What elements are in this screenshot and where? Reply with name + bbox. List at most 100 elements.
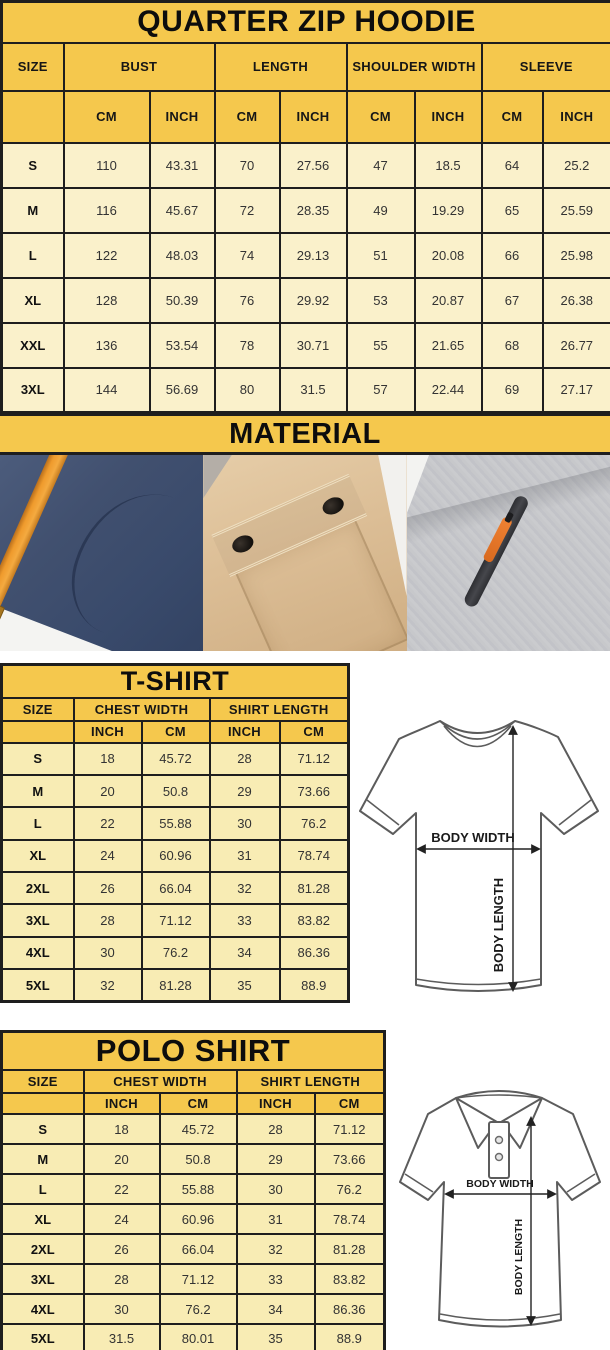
polo-value-cell: 71.12 (158, 1263, 238, 1295)
polo-size-table-section: POLO SHIRT SIZE CHEST WIDTH SHIRT LENGTH INC… (0, 1030, 387, 1350)
tshirt-table-row: 4XL 30 76.2 34 86.36 (0, 935, 350, 971)
cuff-seam (566, 1173, 596, 1193)
polo-value-cell: 66.04 (158, 1233, 238, 1265)
hoodie-size-cell: XXL (0, 321, 65, 369)
polo-value-cell: 22 (82, 1173, 161, 1205)
cuff-seam (366, 799, 400, 826)
hoodie-value-cell: 116 (62, 186, 151, 234)
hoodie-unit-header: INCH (413, 89, 483, 144)
hoodie-value-cell: 65 (480, 186, 544, 234)
hoodie-unit-header-row: CM INCH CM INCH CM INCH CM INCH (0, 89, 610, 144)
hoodie-group-header: LENGTH (213, 41, 348, 92)
hoodie-size-column-header: SIZE (0, 41, 65, 92)
material-photo-navy-drawstring (0, 455, 204, 651)
hoodie-unit-header: INCH (541, 89, 610, 144)
polo-value-cell: 60.96 (158, 1203, 238, 1235)
polo-value-cell: 86.36 (313, 1293, 386, 1325)
tshirt-value-cell: 24 (72, 838, 143, 874)
tshirt-value-cell: 76.2 (140, 935, 211, 971)
hoodie-value-cell: 19.29 (413, 186, 483, 234)
tshirt-value-cell: 71.12 (278, 741, 350, 777)
hoodie-value-cell: 72 (213, 186, 281, 234)
material-photos (0, 455, 610, 651)
hoodie-value-cell: 67 (480, 276, 544, 324)
tshirt-unit-header: CM (140, 719, 211, 744)
hoodie-value-cell: 76 (213, 276, 281, 324)
polo-size-cell: S (0, 1113, 85, 1145)
tshirt-value-cell: 31 (208, 838, 281, 874)
polo-table-row: 2XL 26 66.04 32 81.28 (0, 1233, 386, 1265)
material-banner: MATERIAL (0, 413, 610, 455)
hoodie-value-cell: 122 (62, 231, 151, 279)
hoodie-unit-header: INCH (148, 89, 216, 144)
polo-table-row: XL 24 60.96 31 78.74 (0, 1203, 386, 1235)
tshirt-value-cell: 35 (208, 968, 281, 1003)
hoodie-table-title: QUARTER ZIP HOODIE (0, 0, 610, 44)
hoodie-value-cell: 51 (345, 231, 416, 279)
polo-size-cell: XL (0, 1203, 85, 1235)
hoodie-size-cell: 3XL (0, 366, 65, 414)
hoodie-value-cell: 136 (62, 321, 151, 369)
tshirt-size-table-section: T-SHIRT SIZE CHEST WIDTH SHIRT LENGTH INCH CM… (0, 663, 351, 1003)
hoodie-empty-header-cell (0, 89, 65, 144)
polo-measurement-diagram: BODY WIDTH BODY LENGTH (399, 1090, 601, 1328)
polo-table-row: 4XL 30 76.2 34 86.36 (0, 1293, 386, 1325)
tshirt-value-cell: 28 (72, 903, 143, 938)
polo-size-cell: 4XL (0, 1293, 85, 1325)
polo-unit-header-row: INCH CM INCH CM (0, 1092, 386, 1115)
polo-size-cell: 5XL (0, 1323, 85, 1350)
polo-value-cell: 76.2 (158, 1293, 238, 1325)
tshirt-value-cell: 30 (208, 806, 281, 841)
polo-size-cell: M (0, 1143, 85, 1175)
hoodie-size-chart: QUARTER ZIP HOODIE SIZE BUST LENGTH SHOULDER… (0, 0, 610, 414)
hoodie-value-cell: 21.65 (413, 321, 483, 369)
tshirt-unit-header: INCH (72, 719, 143, 744)
hoodie-size-cell: XL (0, 276, 65, 324)
tshirt-table-row: 2XL 26 66.04 32 81.28 (0, 871, 350, 906)
body-width-label: BODY WIDTH (466, 1178, 533, 1190)
hoodie-table-row: 3XL 144 56.69 80 31.5 57 22.44 69 27.17 (0, 366, 610, 414)
pocket-seam (57, 474, 204, 651)
polo-size-cell: 2XL (0, 1233, 85, 1265)
polo-size-chart: POLO SHIRT SIZE CHEST WIDTH SHIRT LENGTH INC… (0, 1030, 387, 1350)
hoodie-table-row: M 116 45.67 72 28.35 49 19.29 65 25.59 (0, 186, 610, 234)
tshirt-size-cell: L (0, 806, 75, 841)
tshirt-size-cell: XL (0, 838, 75, 874)
hoodie-value-cell: 26.77 (541, 321, 610, 369)
hoodie-size-cell: L (0, 231, 65, 279)
hoodie-value-cell: 55 (345, 321, 416, 369)
hoodie-value-cell: 25.59 (541, 186, 610, 234)
polo-empty-header-cell (0, 1092, 85, 1115)
tshirt-value-cell: 26 (72, 871, 143, 906)
tshirt-value-cell: 83.82 (278, 903, 350, 938)
polo-table-title: POLO SHIRT (0, 1030, 386, 1071)
hoodie-value-cell: 20.87 (413, 276, 483, 324)
tshirt-table-row: 5XL 32 81.28 35 88.9 (0, 968, 350, 1003)
hoodie-value-cell: 22.44 (413, 366, 483, 414)
cargo-pocket (203, 455, 407, 651)
hoodie-value-cell: 28.35 (278, 186, 348, 234)
polo-value-cell: 18 (82, 1113, 161, 1145)
polo-group-header: SHIRT LENGTH (235, 1069, 386, 1094)
hoodie-value-cell: 64 (480, 141, 544, 189)
polo-table-row: 5XL 31.5 80.01 35 88.9 (0, 1323, 386, 1350)
tshirt-unit-header: CM (278, 719, 350, 744)
tshirt-unit-header: INCH (208, 719, 281, 744)
polo-value-cell: 81.28 (313, 1233, 386, 1265)
hoodie-value-cell: 25.98 (541, 231, 610, 279)
tshirt-size-cell: M (0, 774, 75, 809)
polo-value-cell: 80.01 (158, 1323, 238, 1350)
hoodie-value-cell: 78 (213, 321, 281, 369)
tshirt-table-row: L 22 55.88 30 76.2 (0, 806, 350, 841)
polo-table-row: S 18 45.72 28 71.12 (0, 1113, 386, 1145)
collar-left-flap (455, 1097, 498, 1149)
tshirt-empty-header-cell (0, 719, 75, 744)
polo-group-header: CHEST WIDTH (82, 1069, 238, 1094)
polo-button (494, 1152, 504, 1162)
polo-value-cell: 88.9 (313, 1323, 386, 1350)
polo-unit-header: INCH (235, 1092, 316, 1115)
polo-value-cell: 78.74 (313, 1203, 386, 1235)
polo-value-cell: 28 (235, 1113, 316, 1145)
tshirt-value-cell: 81.28 (140, 968, 211, 1003)
polo-value-cell: 35 (235, 1323, 316, 1350)
